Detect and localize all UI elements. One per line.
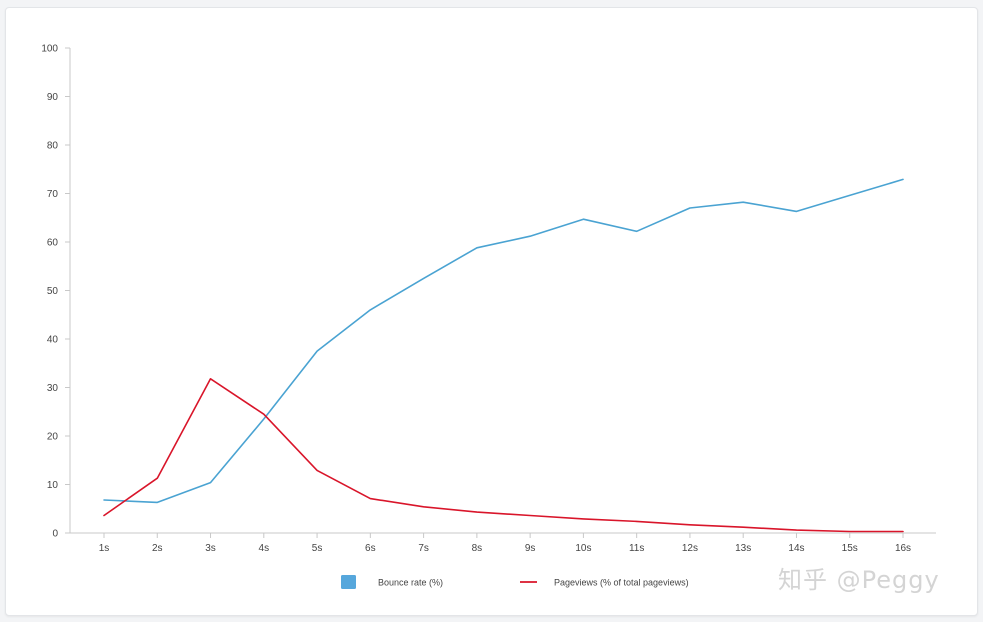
x-tick-label: 3s (205, 543, 216, 554)
axes: 0 10 20 30 40 50 60 70 80 90 100 1s 2s 3s 4s 5s 6s 7s 8s 9s… (41, 44, 936, 554)
x-tick-label: 14s (788, 543, 804, 554)
x-tick-label: 13s (735, 543, 751, 554)
y-tick-label: 100 (41, 44, 58, 55)
x-tick-label: 8s (472, 543, 483, 554)
series-line-2 (103, 377, 904, 533)
x-tick-label: 12s (682, 543, 698, 554)
legend: Bounce rate (%) Pageviews (% of total pag… (341, 575, 689, 589)
watermark-text: 知乎 @Peggy (778, 566, 940, 594)
y-tick-label: 80 (47, 141, 59, 152)
chart-card: 0 10 20 30 40 50 60 70 80 90 100 1s 2s 3s 4s 5s 6s 7s 8s 9s… (5, 7, 978, 616)
y-tick-label: 50 (47, 286, 59, 297)
series-line-1 (103, 178, 904, 504)
y-tick-label: 40 (47, 335, 59, 346)
y-tick-label: 20 (47, 432, 59, 443)
y-tick-label: 10 (47, 480, 59, 491)
y-tick-label: 70 (47, 189, 59, 200)
x-tick-label: 5s (312, 543, 323, 554)
y-tick-label: 60 (47, 238, 59, 249)
x-tick-label: 11s (629, 543, 644, 554)
x-tick-label: 16s (895, 543, 911, 554)
x-tick-label: 4s (259, 543, 270, 554)
legend-label-pageviews: Pageviews (% of total pageviews) (554, 578, 689, 588)
x-tick-label: 9s (525, 543, 536, 554)
y-tick-label: 30 (47, 383, 59, 394)
legend-label-bounce-rate: Bounce rate (%) (378, 578, 443, 588)
x-tick-label: 7s (418, 543, 429, 554)
x-tick-label: 6s (365, 543, 376, 554)
x-tick-label: 1s (99, 543, 110, 554)
x-tick-label: 15s (842, 543, 858, 554)
legend-swatch-bounce-rate (341, 575, 356, 589)
x-tick-label: 10s (575, 543, 591, 554)
series-lines (103, 178, 904, 533)
x-tick-label: 2s (152, 543, 163, 554)
y-tick-label: 0 (52, 529, 58, 540)
y-tick-label: 90 (47, 92, 59, 103)
line-chart: 0 10 20 30 40 50 60 70 80 90 100 1s 2s 3s 4s 5s 6s 7s 8s 9s… (41, 44, 936, 589)
